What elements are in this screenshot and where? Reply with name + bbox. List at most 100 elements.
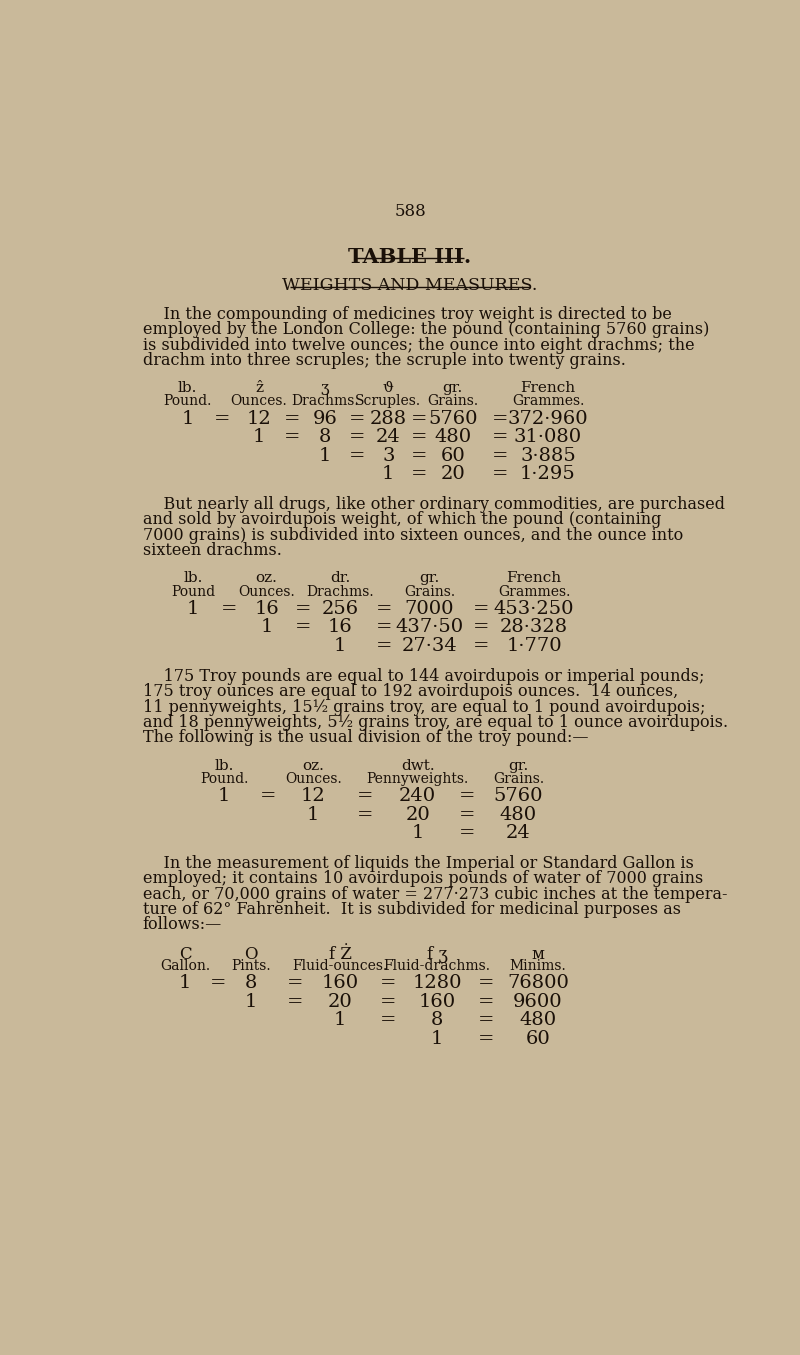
Text: lb.: lb. [183, 572, 202, 585]
Text: =: = [411, 428, 427, 446]
Text: =: = [287, 993, 303, 1011]
Text: ϑ: ϑ [383, 381, 394, 396]
Text: 9600: 9600 [513, 993, 562, 1011]
Text: =: = [492, 409, 508, 428]
Text: 453·250: 453·250 [494, 600, 574, 618]
Text: =: = [492, 465, 508, 484]
Text: =: = [380, 1011, 397, 1030]
Text: Gallon.: Gallon. [160, 959, 210, 973]
Text: =: = [473, 600, 490, 618]
Text: 480: 480 [519, 1011, 557, 1030]
Text: C: C [179, 946, 191, 962]
Text: 1: 1 [261, 618, 273, 637]
Text: oz.: oz. [302, 759, 324, 772]
Text: follows:—: follows:— [142, 916, 222, 934]
Text: =: = [478, 993, 494, 1011]
Text: =: = [376, 618, 393, 637]
Text: 28·328: 28·328 [500, 618, 568, 637]
Text: =: = [214, 409, 230, 428]
Text: =: = [478, 1030, 494, 1047]
Text: 175 troy ounces are equal to 192 avoirdupois ounces.  14 ounces,: 175 troy ounces are equal to 192 avoirdu… [142, 683, 678, 701]
Text: 160: 160 [418, 993, 456, 1011]
Text: gr.: gr. [508, 759, 529, 772]
Text: f ʒ: f ʒ [426, 946, 447, 962]
Text: gr.: gr. [442, 381, 462, 396]
Text: drachm into three scruples; the scruple into twenty grains.: drachm into three scruples; the scruple … [142, 352, 626, 369]
Text: 20: 20 [328, 993, 353, 1011]
Text: Drachms.: Drachms. [306, 584, 374, 599]
Text: ẑ: ẑ [255, 381, 263, 396]
Text: 1: 1 [187, 600, 199, 618]
Text: French: French [520, 381, 575, 396]
Text: TABLE III.: TABLE III. [348, 248, 472, 267]
Text: 20: 20 [406, 806, 430, 824]
Text: Ounces.: Ounces. [285, 771, 342, 786]
Text: 1·295: 1·295 [520, 465, 576, 484]
Text: Minims.: Minims. [510, 959, 566, 973]
Text: =: = [221, 600, 238, 618]
Text: Grains.: Grains. [427, 394, 478, 408]
Text: 12: 12 [246, 409, 271, 428]
Text: But nearly all drugs, like other ordinary commodities, are purchased: But nearly all drugs, like other ordinar… [142, 496, 725, 514]
Text: WEIGHTS AND MEASURES.: WEIGHTS AND MEASURES. [282, 276, 538, 294]
Text: 60: 60 [440, 447, 465, 465]
Text: =: = [357, 787, 374, 805]
Text: =: = [284, 409, 301, 428]
Text: Fluid-drachms.: Fluid-drachms. [384, 959, 490, 973]
Text: =: = [294, 618, 311, 637]
Text: =: = [210, 974, 226, 992]
Text: 1: 1 [334, 1011, 346, 1030]
Text: 8: 8 [431, 1011, 443, 1030]
Text: 372·960: 372·960 [508, 409, 588, 428]
Text: =: = [492, 447, 508, 465]
Text: 1: 1 [334, 637, 346, 654]
Text: 11 pennyweights, 15½ grains troy, are equal to 1 pound avoirdupois;: 11 pennyweights, 15½ grains troy, are eq… [142, 699, 705, 715]
Text: Grammes.: Grammes. [512, 394, 584, 408]
Text: =: = [459, 787, 475, 805]
Text: 3: 3 [382, 447, 394, 465]
Text: Scruples.: Scruples. [355, 394, 422, 408]
Text: 1: 1 [253, 428, 265, 446]
Text: 437·50: 437·50 [395, 618, 463, 637]
Text: 8: 8 [318, 428, 331, 446]
Text: =: = [294, 600, 311, 618]
Text: =: = [376, 637, 393, 654]
Text: Drachms.: Drachms. [291, 394, 358, 408]
Text: 160: 160 [322, 974, 359, 992]
Text: =: = [287, 974, 303, 992]
Text: O: O [244, 946, 258, 962]
Text: 588: 588 [394, 203, 426, 220]
Text: Pound: Pound [171, 584, 215, 599]
Text: =: = [411, 447, 427, 465]
Text: 1: 1 [307, 806, 319, 824]
Text: 288: 288 [370, 409, 407, 428]
Text: 76800: 76800 [507, 974, 569, 992]
Text: and 18 pennyweights, 5½ grains troy, are equal to 1 ounce avoirdupois.: and 18 pennyweights, 5½ grains troy, are… [142, 714, 728, 730]
Text: 1280: 1280 [412, 974, 462, 992]
Text: f Ż: f Ż [329, 946, 352, 962]
Text: 31·080: 31·080 [514, 428, 582, 446]
Text: 5760: 5760 [494, 787, 543, 805]
Text: =: = [411, 409, 427, 428]
Text: each, or 70,000 grains of water = 277·273 cubic inches at the tempera-: each, or 70,000 grains of water = 277·27… [142, 886, 727, 902]
Text: The following is the usual division of the troy pound:—: The following is the usual division of t… [142, 729, 588, 747]
Text: 256: 256 [322, 600, 359, 618]
Text: Pound.: Pound. [200, 771, 248, 786]
Text: ʒ: ʒ [321, 381, 329, 396]
Text: =: = [357, 806, 374, 824]
Text: 1: 1 [218, 787, 230, 805]
Text: Pennyweights.: Pennyweights. [366, 771, 469, 786]
Text: dwt.: dwt. [401, 759, 434, 772]
Text: Grammes.: Grammes. [498, 584, 570, 599]
Text: =: = [473, 618, 490, 637]
Text: 7000: 7000 [405, 600, 454, 618]
Text: =: = [459, 824, 475, 841]
Text: =: = [349, 447, 366, 465]
Text: Ounces.: Ounces. [230, 394, 287, 408]
Text: 5760: 5760 [428, 409, 478, 428]
Text: is subdivided into twelve ounces; the ounce into eight drachms; the: is subdivided into twelve ounces; the ou… [142, 336, 694, 354]
Text: 7000 grains) is subdivided into sixteen ounces, and the ounce into: 7000 grains) is subdivided into sixteen … [142, 527, 683, 543]
Text: French: French [506, 572, 562, 585]
Text: dr.: dr. [330, 572, 350, 585]
Text: Pound.: Pound. [163, 394, 212, 408]
